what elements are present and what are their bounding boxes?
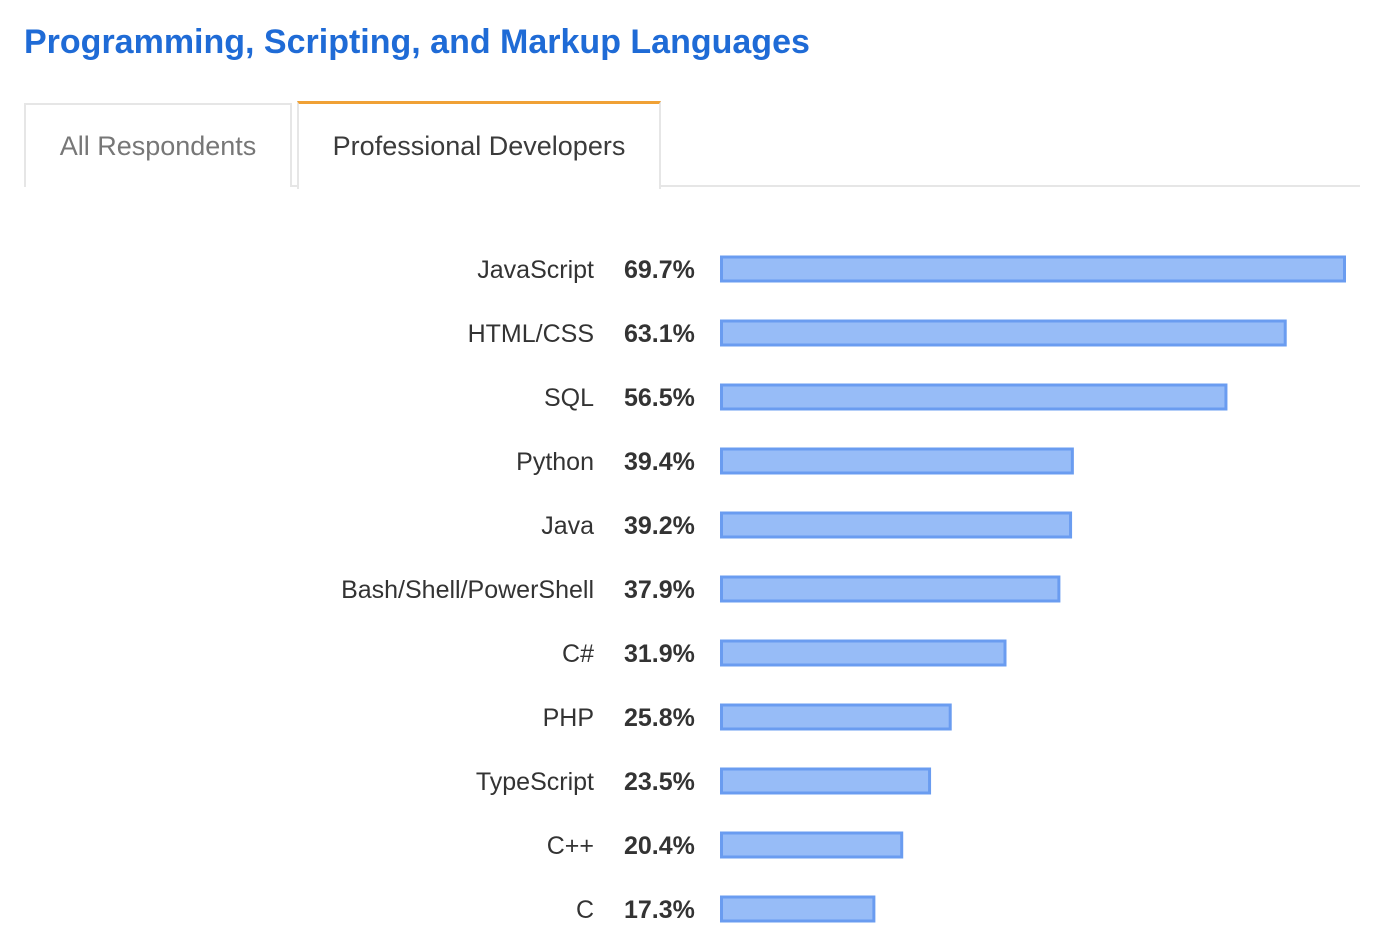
bar-javascript[interactable] — [720, 255, 1346, 283]
value-label-csharp: 31.9% — [624, 640, 695, 668]
bar-bash-shell-powershell[interactable] — [720, 575, 1061, 603]
value-label-cplusplus: 20.4% — [624, 832, 695, 860]
tab-all-respondents[interactable]: All Respondents — [24, 103, 292, 187]
value-label-javascript: 69.7% — [624, 256, 695, 284]
chart-title: Programming, Scripting, and Markup Langu… — [24, 23, 810, 61]
bar-python[interactable] — [720, 447, 1074, 475]
category-label-cplusplus: C++ — [547, 832, 594, 860]
value-label-bash-shell-powershell: 37.9% — [624, 576, 695, 604]
bar-html-css[interactable] — [720, 319, 1287, 347]
bar-c[interactable] — [720, 895, 876, 923]
respondent-tabs: All Respondents Professional Developers — [24, 101, 1360, 189]
category-label-c: C — [576, 896, 594, 924]
value-label-java: 39.2% — [624, 512, 695, 540]
value-label-typescript: 23.5% — [624, 768, 695, 796]
value-label-php: 25.8% — [624, 704, 695, 732]
category-label-csharp: C# — [562, 640, 594, 668]
bar-php[interactable] — [720, 703, 952, 731]
bar-java[interactable] — [720, 511, 1073, 539]
category-label-sql: SQL — [544, 384, 594, 412]
category-label-html-css: HTML/CSS — [468, 320, 594, 348]
category-label-bash-shell-powershell: Bash/Shell/PowerShell — [341, 576, 594, 604]
bar-cplusplus[interactable] — [720, 831, 904, 859]
value-label-html-css: 63.1% — [624, 320, 695, 348]
value-label-sql: 56.5% — [624, 384, 695, 412]
bar-sql[interactable] — [720, 383, 1228, 411]
category-label-php: PHP — [543, 704, 594, 732]
category-label-python: Python — [516, 448, 594, 476]
category-label-javascript: JavaScript — [477, 256, 594, 284]
category-label-java: Java — [541, 512, 594, 540]
bar-chart: JavaScript 69.7% HTML/CSS 63.1% SQL 56.5% Pyth… — [341, 255, 1346, 924]
category-label-typescript: TypeScript — [476, 768, 594, 796]
bar-typescript[interactable] — [720, 767, 932, 795]
tab-professional-developers[interactable]: Professional Developers — [297, 101, 661, 189]
value-label-python: 39.4% — [624, 448, 695, 476]
bar-csharp[interactable] — [720, 639, 1007, 667]
value-label-c: 17.3% — [624, 896, 695, 924]
